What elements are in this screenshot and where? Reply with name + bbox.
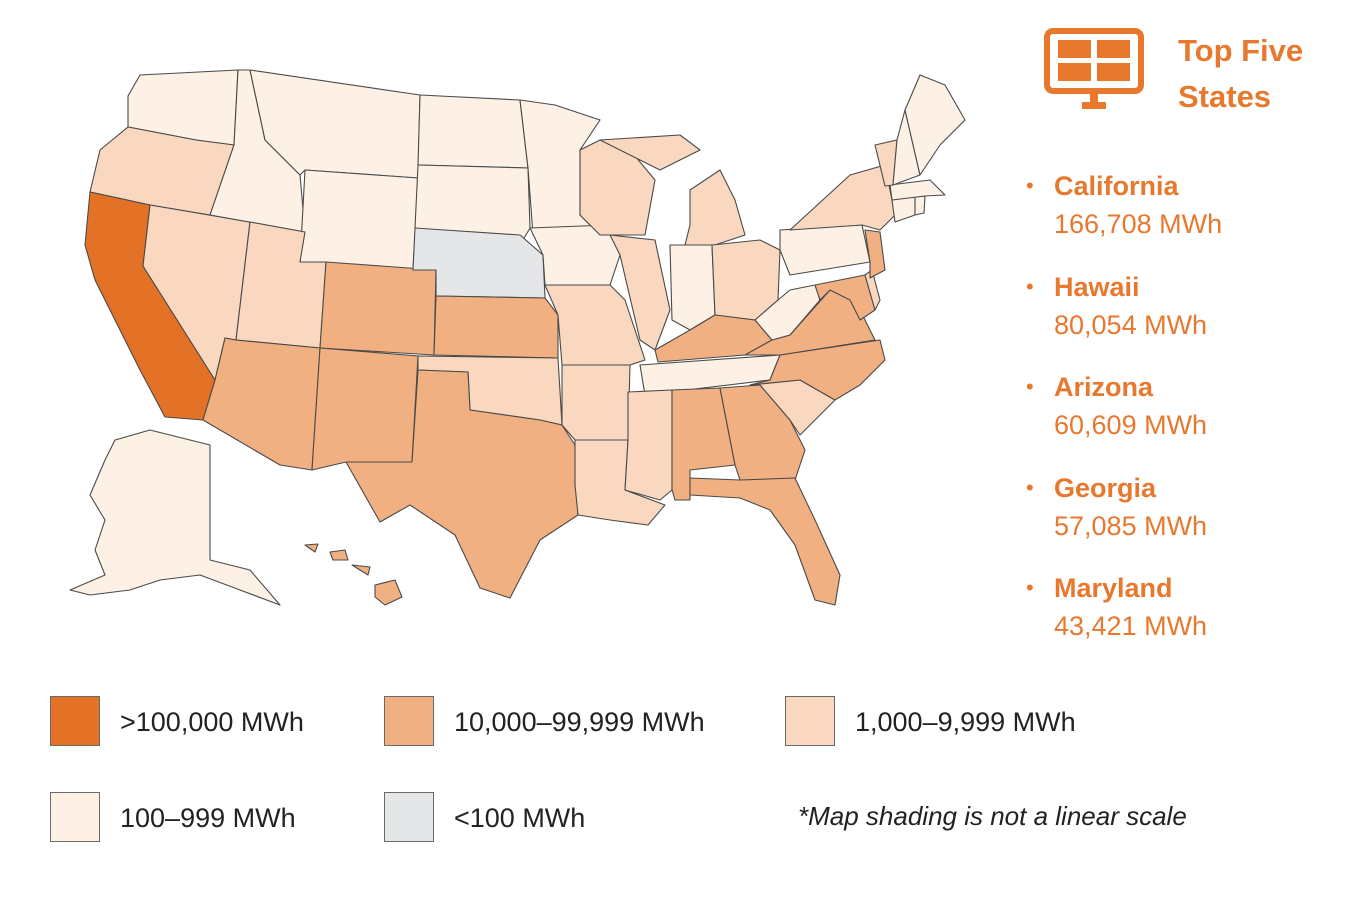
state-value: 166,708 MWh — [1054, 209, 1223, 239]
legend-label: 100–999 MWh — [120, 803, 296, 833]
bullet-icon: • — [1026, 575, 1034, 600]
state-florida — [689, 477, 841, 606]
state-michigan — [599, 134, 746, 246]
state-north-dakota — [417, 94, 529, 169]
state-alaska — [69, 429, 281, 606]
map-footnote: *Map shading is not a linear scale — [798, 801, 1187, 831]
legend-label: >100,000 MWh — [120, 707, 304, 737]
list-item: • Georgia 57,085 MWh — [1026, 470, 1222, 571]
state-mississippi — [624, 389, 673, 501]
top-states-list: • California 166,708 MWh • Hawaii 80,054… — [1026, 168, 1223, 671]
list-item: • Hawaii 80,054 MWh — [1026, 269, 1222, 370]
state-new-york — [789, 164, 896, 231]
bullet-icon: • — [1026, 474, 1034, 500]
solar-panel-icon — [1044, 28, 1144, 109]
bullet-icon: • — [1026, 173, 1034, 198]
state-name: Arizona — [1054, 372, 1154, 402]
bullet-icon: • — [1026, 273, 1034, 299]
state-hawaii — [304, 543, 403, 606]
legend-swatch — [384, 792, 434, 842]
us-states-map — [69, 69, 966, 606]
state-kansas — [433, 295, 559, 359]
state-south-dakota — [414, 164, 531, 246]
state-arkansas — [561, 364, 631, 441]
state-name: California — [1054, 171, 1179, 201]
state-texas — [345, 369, 579, 599]
state-indiana — [669, 244, 716, 331]
state-rhode-island — [914, 195, 926, 216]
state-west-virginia — [754, 284, 821, 341]
state-arizona — [202, 337, 321, 471]
state-colorado — [319, 261, 437, 356]
state-name: Georgia — [1054, 472, 1157, 503]
state-value: 43,421 MWh — [1054, 611, 1208, 641]
legend-label: 10,000–99,999 MWh — [454, 707, 705, 737]
legend-swatch — [50, 792, 100, 842]
legend-swatch — [384, 696, 434, 746]
list-item: • Maryland 43,421 MWh — [1026, 570, 1222, 671]
state-missouri — [544, 284, 646, 366]
state-connecticut — [891, 196, 916, 223]
legend-label: <100 MWh — [454, 803, 586, 833]
state-name: Maryland — [1054, 573, 1173, 603]
list-item: • California 166,708 MWh — [1026, 168, 1223, 269]
state-new-mexico — [311, 347, 419, 471]
state-name: Hawaii — [1054, 271, 1140, 302]
state-value: 60,609 MWh — [1054, 410, 1208, 440]
legend-swatch — [50, 696, 100, 746]
state-maine — [904, 74, 966, 176]
list-item: • Arizona 60,609 MWh — [1026, 369, 1222, 470]
legend-swatch — [785, 696, 835, 746]
state-pennsylvania — [779, 224, 871, 276]
state-value: 57,085 MWh — [1054, 510, 1208, 541]
state-new-jersey — [864, 229, 886, 279]
state-massachusetts — [889, 179, 946, 201]
title-line-1: Top Five — [1178, 33, 1304, 68]
legend-label: 1,000–9,999 MWh — [855, 707, 1076, 737]
state-wyoming — [299, 169, 419, 271]
top-five-title: Top Five States — [1178, 28, 1303, 120]
state-value: 80,054 MWh — [1054, 309, 1208, 340]
bullet-icon: • — [1026, 374, 1034, 399]
title-line-2: States — [1178, 79, 1272, 114]
states-layer — [69, 69, 966, 606]
